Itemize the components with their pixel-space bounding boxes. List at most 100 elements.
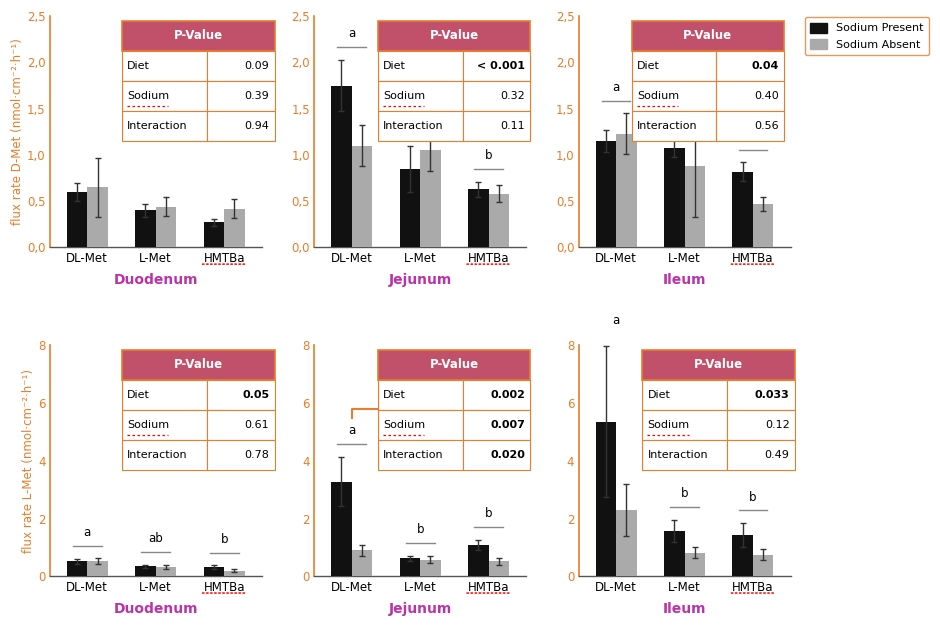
Bar	[224, 571, 244, 576]
Text: < 0.001: < 0.001	[478, 61, 525, 71]
FancyBboxPatch shape	[207, 81, 274, 111]
Text: 0.05: 0.05	[243, 390, 269, 400]
Text: a: a	[613, 314, 619, 327]
FancyBboxPatch shape	[642, 350, 795, 380]
Bar	[616, 510, 636, 576]
FancyBboxPatch shape	[378, 350, 530, 380]
Text: 0.020: 0.020	[491, 450, 525, 460]
FancyBboxPatch shape	[632, 111, 716, 141]
Text: P-Value: P-Value	[430, 358, 478, 371]
Bar	[420, 150, 441, 248]
Text: 0.007: 0.007	[491, 420, 525, 430]
X-axis label: Jejunum: Jejunum	[388, 602, 452, 616]
Text: P-Value: P-Value	[174, 29, 223, 42]
Text: b: b	[485, 149, 493, 162]
FancyBboxPatch shape	[462, 81, 530, 111]
Text: 0.49: 0.49	[764, 450, 790, 460]
Bar	[67, 192, 87, 248]
Bar	[135, 566, 156, 576]
Text: a: a	[348, 27, 355, 40]
Text: 0.78: 0.78	[244, 450, 269, 460]
Bar	[400, 559, 420, 576]
FancyBboxPatch shape	[207, 380, 274, 410]
Bar	[135, 211, 156, 248]
Bar	[616, 134, 636, 248]
Text: Sodium: Sodium	[383, 420, 425, 430]
Bar	[204, 223, 224, 248]
FancyBboxPatch shape	[207, 111, 274, 141]
Text: Sodium: Sodium	[648, 420, 690, 430]
Text: Diet: Diet	[383, 390, 406, 400]
X-axis label: Ileum: Ileum	[663, 273, 706, 287]
FancyBboxPatch shape	[378, 111, 462, 141]
Text: b: b	[220, 533, 227, 545]
Legend: Sodium Present, Sodium Absent: Sodium Present, Sodium Absent	[805, 17, 929, 55]
Text: P-Value: P-Value	[430, 29, 478, 42]
Text: Diet: Diet	[127, 61, 150, 71]
FancyBboxPatch shape	[716, 81, 784, 111]
FancyBboxPatch shape	[378, 410, 462, 440]
Text: 0.32: 0.32	[500, 91, 525, 101]
Bar	[156, 207, 177, 248]
Text: a: a	[84, 526, 91, 539]
Text: Interaction: Interaction	[636, 121, 697, 131]
Text: 0.61: 0.61	[244, 420, 269, 430]
Text: b: b	[416, 523, 424, 536]
FancyBboxPatch shape	[207, 51, 274, 81]
Bar	[489, 561, 509, 576]
Bar	[352, 145, 372, 248]
Text: 0.033: 0.033	[755, 390, 790, 400]
FancyBboxPatch shape	[462, 380, 530, 410]
Text: ab: ab	[677, 83, 692, 95]
Bar	[684, 552, 705, 576]
FancyBboxPatch shape	[727, 440, 795, 470]
Text: 0.12: 0.12	[765, 420, 790, 430]
Bar	[596, 422, 616, 576]
FancyBboxPatch shape	[642, 440, 727, 470]
FancyBboxPatch shape	[642, 410, 727, 440]
FancyBboxPatch shape	[122, 111, 207, 141]
Text: Sodium: Sodium	[127, 420, 169, 430]
FancyBboxPatch shape	[207, 410, 274, 440]
Bar	[732, 535, 753, 576]
Bar	[596, 141, 616, 248]
Text: a: a	[613, 81, 619, 93]
FancyBboxPatch shape	[462, 51, 530, 81]
Bar	[468, 545, 489, 576]
Text: Sodium: Sodium	[636, 91, 679, 101]
Text: ab: ab	[149, 532, 164, 545]
FancyBboxPatch shape	[716, 111, 784, 141]
Text: Interaction: Interaction	[127, 450, 188, 460]
Bar	[664, 147, 684, 248]
FancyBboxPatch shape	[122, 440, 207, 470]
Text: Diet: Diet	[127, 390, 150, 400]
Text: Sodium: Sodium	[127, 91, 169, 101]
FancyBboxPatch shape	[462, 440, 530, 470]
FancyBboxPatch shape	[642, 380, 727, 410]
Text: Diet: Diet	[383, 61, 406, 71]
Bar	[331, 482, 352, 576]
Text: Sodium: Sodium	[383, 91, 425, 101]
Bar	[684, 166, 705, 248]
Text: b: b	[485, 507, 493, 520]
FancyBboxPatch shape	[727, 380, 795, 410]
Text: Interaction: Interaction	[383, 121, 444, 131]
FancyBboxPatch shape	[462, 111, 530, 141]
FancyBboxPatch shape	[378, 51, 462, 81]
Bar	[468, 189, 489, 248]
X-axis label: Duodenum: Duodenum	[114, 602, 198, 616]
Bar	[87, 561, 108, 576]
Bar	[67, 561, 87, 576]
Text: Interaction: Interaction	[383, 450, 444, 460]
FancyBboxPatch shape	[716, 51, 784, 81]
FancyBboxPatch shape	[632, 51, 716, 81]
Text: Interaction: Interaction	[127, 121, 188, 131]
Bar	[420, 560, 441, 576]
Text: P-Value: P-Value	[174, 358, 223, 371]
Text: 0.94: 0.94	[244, 121, 269, 131]
Text: b: b	[416, 97, 424, 110]
X-axis label: Jejunum: Jejunum	[388, 273, 452, 287]
FancyBboxPatch shape	[378, 81, 462, 111]
Text: b: b	[681, 487, 688, 500]
Text: Interaction: Interaction	[648, 450, 708, 460]
